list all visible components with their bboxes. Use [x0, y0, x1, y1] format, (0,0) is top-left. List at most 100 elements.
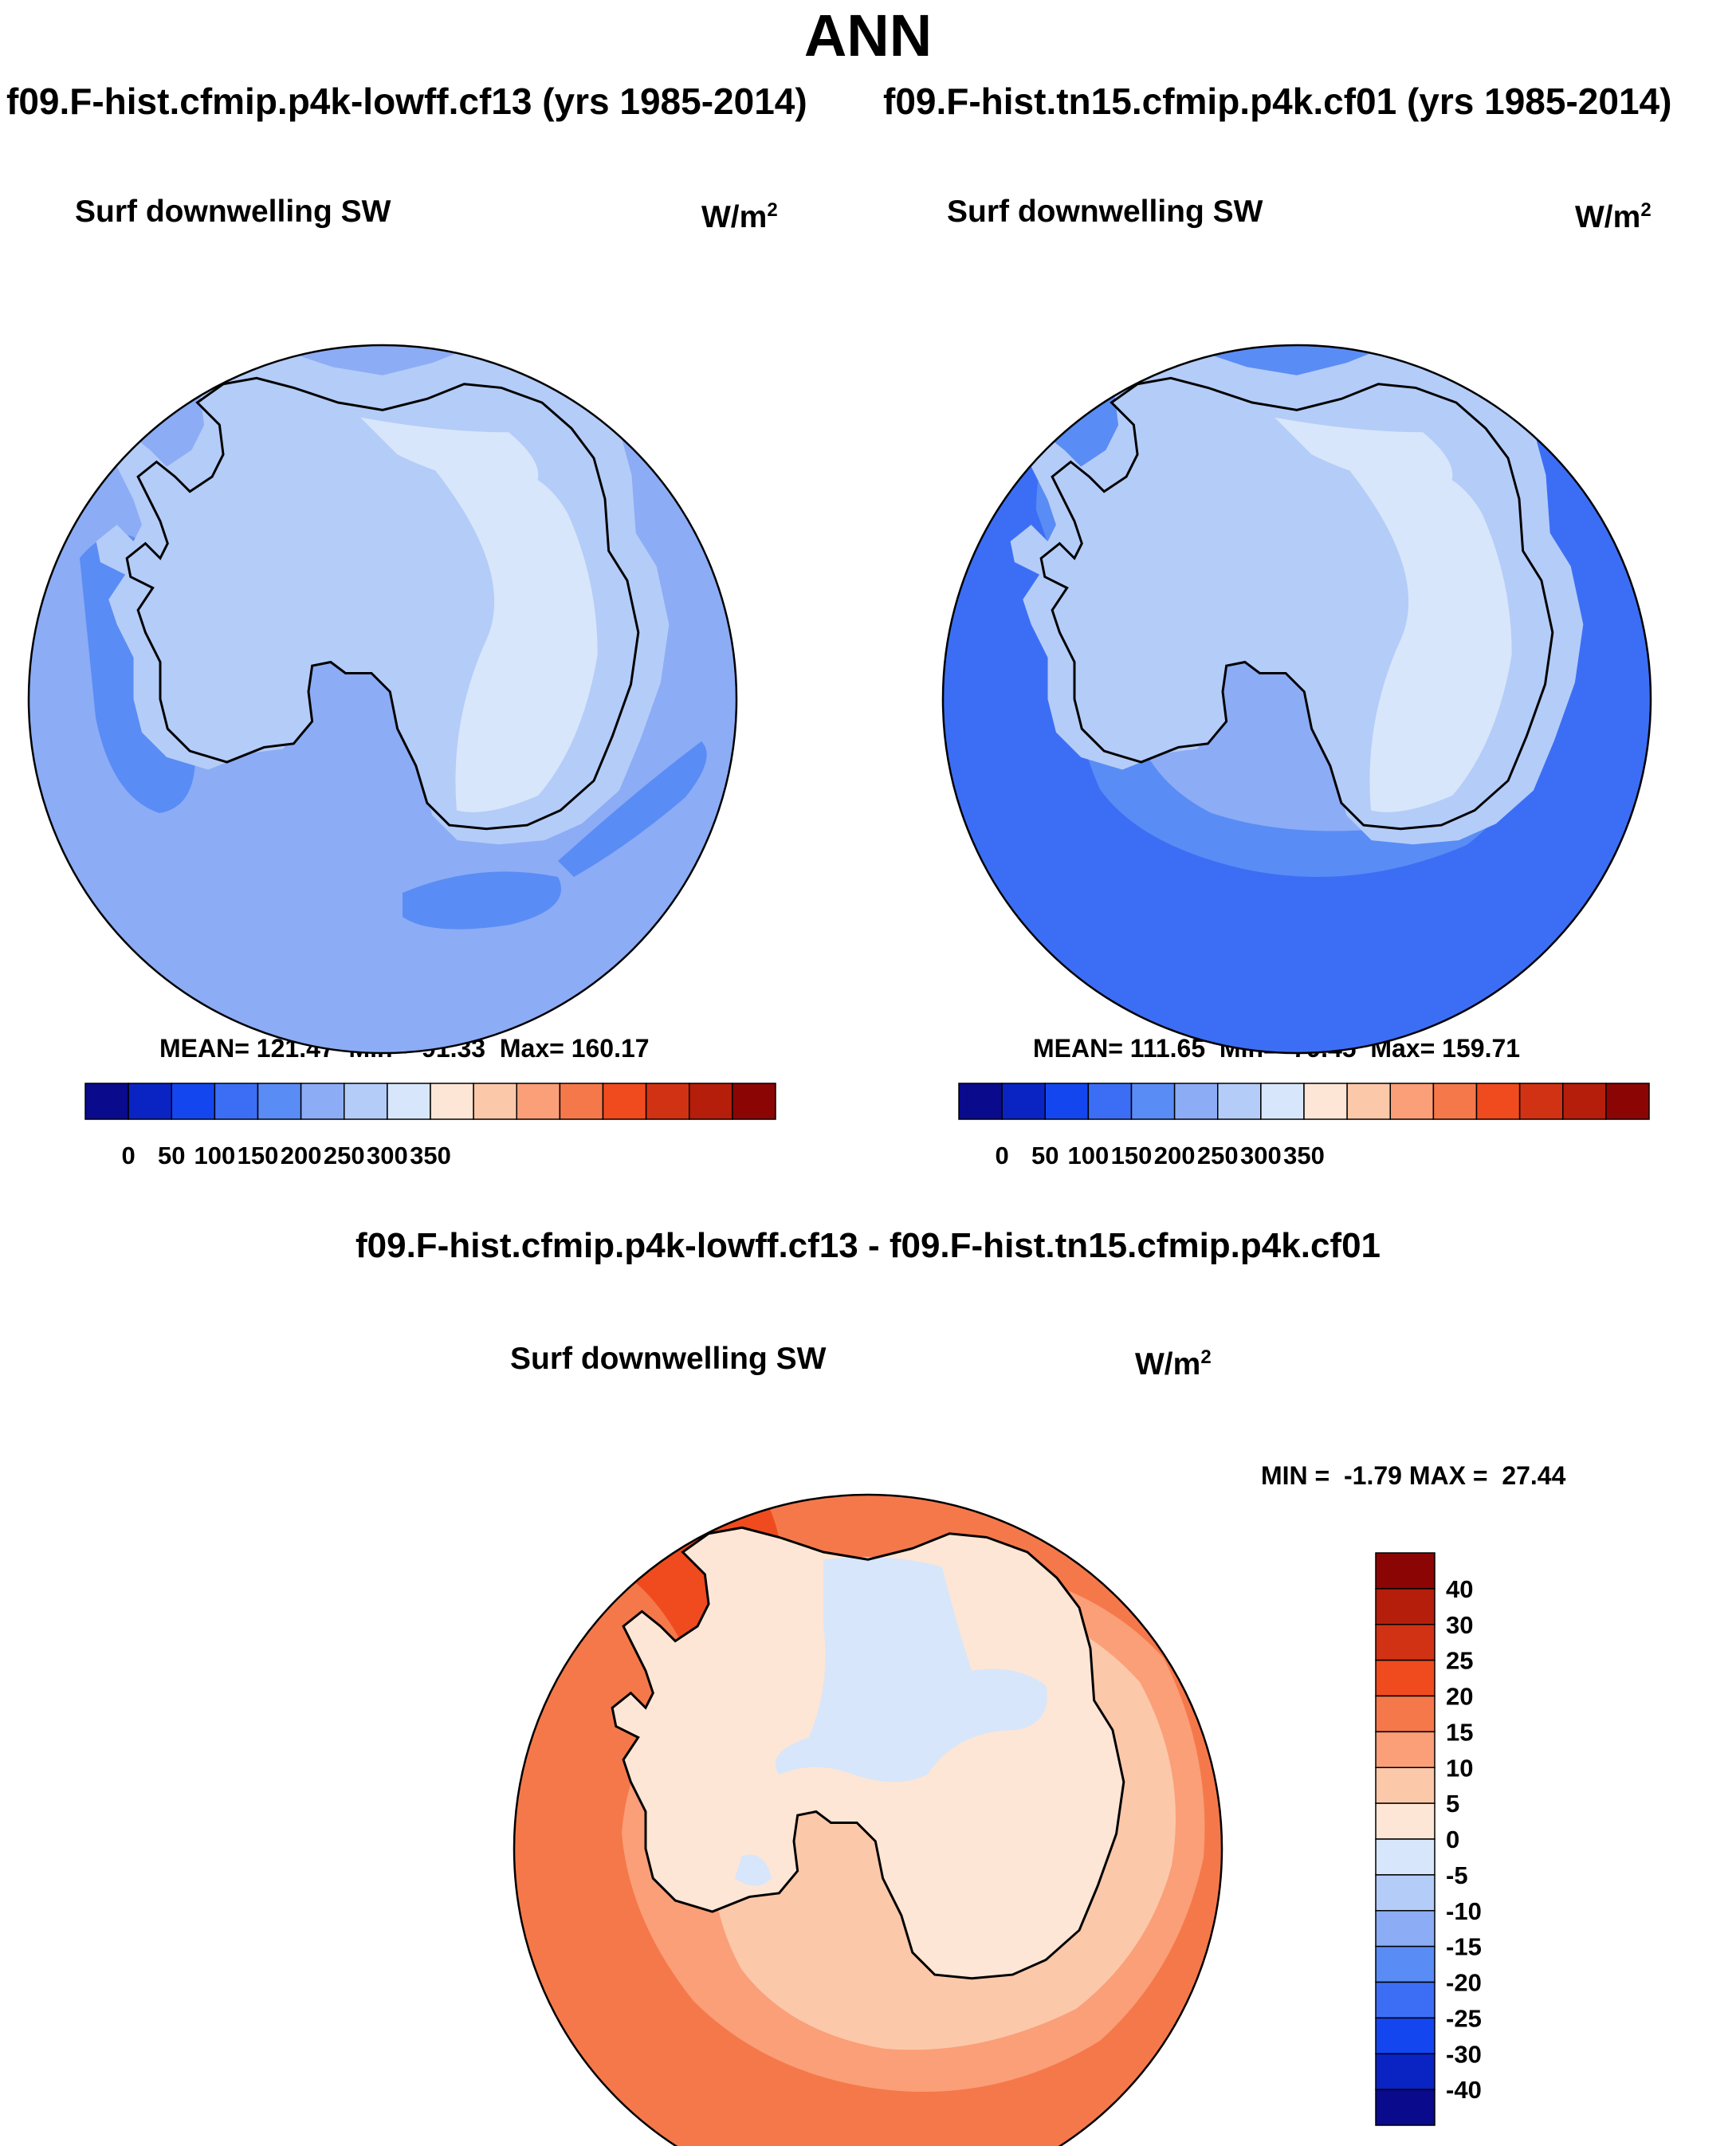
left-colorbar-swatch: [689, 1083, 733, 1120]
diff-colorbar-tick-label: 10: [1446, 1754, 1473, 1782]
diff-colorbar-tick-label: -15: [1446, 1933, 1482, 1961]
right-colorbar-swatch: [1432, 1083, 1478, 1120]
left-colorbar-swatch: [257, 1083, 302, 1120]
diff-colorbar-swatch: [1375, 2053, 1436, 2090]
left-colorbar-swatch: [602, 1083, 647, 1120]
diff-variable-label: Surf downwelling SW: [510, 1342, 827, 1376]
left-colorbar-swatch: [214, 1083, 259, 1120]
left-colorbar-swatch: [128, 1083, 172, 1120]
right-colorbar-tick-label: 200: [1154, 1142, 1196, 1169]
left-map: [29, 345, 736, 1053]
diff-colorbar-swatch: [1375, 2089, 1436, 2126]
left-variable-label: Surf downwelling SW: [75, 195, 391, 229]
diff-colorbar-swatch: [1375, 1802, 1436, 1840]
right-variable-label: Surf downwelling SW: [947, 195, 1263, 229]
diff-colorbar-tick-label: -20: [1446, 1969, 1482, 1997]
right-colorbar-swatch: [1475, 1083, 1521, 1120]
left-colorbar-tick-label: 250: [324, 1142, 365, 1169]
diff-units-label: W/m2: [1135, 1346, 1212, 1382]
left-colorbar-tick-label: 50: [158, 1142, 185, 1169]
right-colorbar-swatch: [1303, 1083, 1348, 1120]
diff-colorbar-tick-label: 0: [1446, 1826, 1459, 1853]
diff-colorbar-swatch: [1375, 1731, 1436, 1768]
left-colorbar-swatch: [732, 1083, 776, 1120]
diff-colorbar-tick-label: 20: [1446, 1683, 1473, 1711]
left-colorbar-tick-label: 150: [238, 1142, 279, 1169]
left-colorbar-swatch: [84, 1083, 129, 1120]
diff-colorbar-tick-label: -25: [1446, 2004, 1482, 2032]
right-colorbar-tick-label: 50: [1031, 1142, 1058, 1169]
left-colorbar-swatch: [559, 1083, 604, 1120]
diff-colorbar-tick-label: -5: [1446, 1861, 1468, 1889]
diff-colorbar-tick-label: 40: [1446, 1575, 1473, 1603]
diff-title: f09.F-hist.cfmip.p4k-lowff.cf13 - f09.F-…: [355, 1226, 1381, 1265]
left-colorbar-swatch: [344, 1083, 388, 1120]
left-colorbar-swatch: [387, 1083, 431, 1120]
diff-colorbar-swatch: [1375, 1910, 1436, 1948]
diff-colorbar: 40 30 25 20 15 10 5 0 -5 -10 -15 -20 -25 -30 -40: [1375, 1552, 1482, 2126]
page-title: ANN: [803, 2, 933, 69]
left-colorbar-tick-label: 300: [367, 1142, 408, 1169]
right-colorbar-swatch: [1389, 1083, 1435, 1120]
right-colorbar-tick-label: 0: [996, 1142, 1009, 1169]
right-colorbar-tick-label: 300: [1240, 1142, 1282, 1169]
left-units-label: W/m2: [701, 199, 778, 234]
left-colorbar-swatch: [430, 1083, 474, 1120]
left-case-title: f09.F-hist.cfmip.p4k-lowff.cf13 (yrs 198…: [6, 81, 807, 122]
diff-stats: MIN = -1.79 MAX = 27.44: [1261, 1461, 1566, 1490]
right-map: [943, 345, 1651, 1053]
diff-colorbar-swatch: [1375, 1874, 1436, 1912]
right-colorbar-tick-label: 350: [1283, 1142, 1325, 1169]
diff-colorbar-tick-label: -30: [1446, 2040, 1482, 2068]
right-map-frame: [941, 344, 1652, 1055]
diff-colorbar-swatch: [1375, 1945, 1436, 1983]
diff-colorbar-tick-label: 25: [1446, 1647, 1473, 1675]
right-colorbar-tick-label: 100: [1068, 1142, 1110, 1169]
right-colorbar: 0 50 100 150 200 250 300 350: [958, 1083, 1650, 1169]
right-colorbar-tick-label: 150: [1111, 1142, 1153, 1169]
right-units-label: W/m2: [1575, 199, 1652, 234]
diff-colorbar-swatch: [1375, 1552, 1436, 1590]
diff-colorbar-tick-label: -40: [1446, 2076, 1482, 2104]
right-colorbar-swatch: [1260, 1083, 1305, 1120]
diff-colorbar-tick-label: -10: [1446, 1897, 1482, 1925]
diff-map: [514, 1495, 1222, 2146]
right-colorbar-swatch: [1217, 1083, 1262, 1120]
left-map-frame: [27, 344, 738, 1055]
diff-colorbar-tick-label: 30: [1446, 1611, 1473, 1639]
diff-colorbar-swatch: [1375, 1695, 1436, 1733]
left-colorbar-swatch: [171, 1083, 216, 1120]
left-colorbar-swatch: [645, 1083, 690, 1120]
right-colorbar-swatch: [1346, 1083, 1391, 1120]
right-colorbar-swatch: [1130, 1083, 1176, 1120]
left-colorbar-swatch: [516, 1083, 561, 1120]
right-colorbar-swatch: [1605, 1083, 1650, 1120]
left-colorbar-tick-label: 100: [194, 1142, 236, 1169]
left-colorbar-swatch: [473, 1083, 517, 1120]
diff-colorbar-swatch: [1375, 1588, 1436, 1625]
right-colorbar-swatch: [1518, 1083, 1564, 1120]
diff-colorbar-swatch: [1375, 2017, 1436, 2054]
right-colorbar-swatch: [1044, 1083, 1090, 1120]
left-colorbar: 0 50 100 150 200 250 300 350: [84, 1083, 776, 1169]
right-colorbar-swatch: [1562, 1083, 1607, 1120]
right-colorbar-swatch: [1087, 1083, 1133, 1120]
left-colorbar-tick-label: 350: [410, 1142, 451, 1169]
diff-colorbar-swatch: [1375, 1624, 1436, 1661]
right-colorbar-swatch: [1001, 1083, 1046, 1120]
diff-colorbar-tick-label: 5: [1446, 1790, 1459, 1818]
right-colorbar-tick-label: 250: [1197, 1142, 1239, 1169]
diff-colorbar-swatch: [1375, 1838, 1436, 1876]
right-case-title: f09.F-hist.tn15.cfmip.p4k.cf01 (yrs 1985…: [883, 81, 1672, 122]
diff-colorbar-swatch: [1375, 1767, 1436, 1804]
left-colorbar-swatch: [300, 1083, 345, 1120]
diff-colorbar-tick-label: 15: [1446, 1718, 1473, 1746]
diff-colorbar-swatch: [1375, 1981, 1436, 2019]
left-colorbar-tick-label: 0: [122, 1142, 136, 1169]
left-colorbar-tick-label: 200: [281, 1142, 322, 1169]
diff-map-frame: [513, 1493, 1223, 2146]
right-colorbar-swatch: [1173, 1083, 1219, 1120]
diff-colorbar-swatch: [1375, 1659, 1436, 1697]
right-colorbar-swatch: [958, 1083, 1003, 1120]
